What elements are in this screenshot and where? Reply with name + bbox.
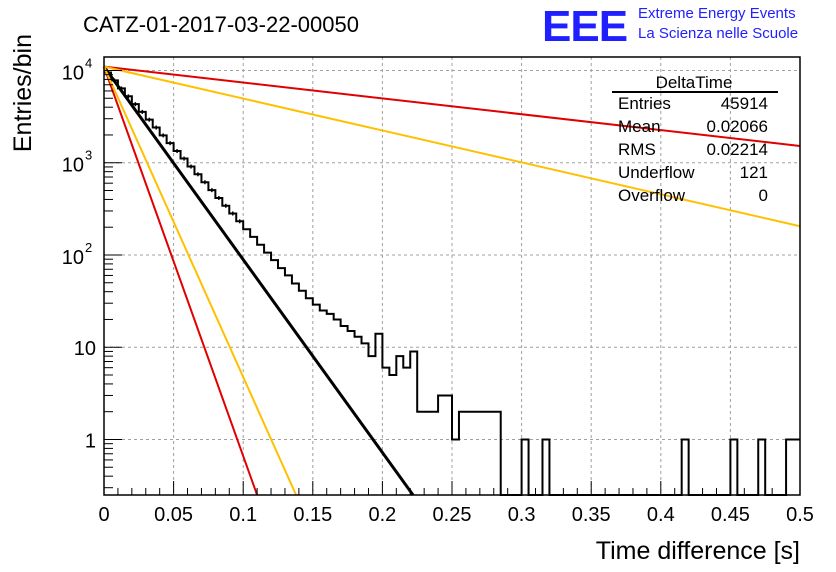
stats-value-underflow: 121: [740, 163, 768, 182]
stats-box: DeltaTime Entries 45914 Mean 0.02066 RMS…: [612, 73, 778, 205]
chart-title: CATZ-01-2017-03-22-00050: [83, 12, 359, 37]
stats-label-underflow: Underflow: [618, 163, 695, 182]
y-tick-label: 10: [62, 247, 84, 269]
y-tick-label: 1: [85, 430, 96, 452]
stats-value-rms: 0.02214: [707, 140, 768, 159]
x-tick-label: 0.2: [368, 504, 396, 526]
eee-logo-line1: Extreme Energy Events: [638, 5, 796, 22]
y-tick-label: 10: [62, 155, 84, 177]
x-tick-label: 0.3: [508, 504, 536, 526]
curve-layer: [102, 65, 801, 496]
fit-curve: [103, 66, 259, 496]
fit-curve: [103, 65, 801, 228]
x-tick-label: 0.4: [647, 504, 675, 526]
eee-logo: EEE: [542, 2, 627, 51]
x-tick-label: 0.45: [711, 504, 750, 526]
stats-value-overflow: 0: [759, 186, 768, 205]
y-tick-label: 10: [62, 62, 84, 84]
x-tick-label: 0.35: [572, 504, 611, 526]
stats-value-mean: 0.02066: [707, 117, 768, 136]
eee-logo-line2: La Scienza nelle Scuole: [638, 25, 798, 42]
x-tick-label: 0.25: [433, 504, 472, 526]
stats-label-entries: Entries: [618, 94, 671, 113]
fit-curve: [102, 65, 415, 496]
y-tick-label: 10: [74, 338, 96, 360]
x-tick-label: 0.15: [293, 504, 332, 526]
y-tick-exponent: 4: [85, 55, 92, 70]
x-axis-label: Time difference [s]: [596, 537, 800, 565]
x-tick-label: 0: [98, 504, 109, 526]
x-tick-label: 0.1: [229, 504, 257, 526]
stats-value-entries: 45914: [721, 94, 768, 113]
stats-box-title: DeltaTime: [656, 73, 733, 92]
x-tick-label: 0.05: [154, 504, 193, 526]
y-tick-exponent: 3: [85, 148, 92, 163]
fit-curve: [103, 65, 801, 147]
stats-label-overflow: Overflow: [618, 186, 686, 205]
fit-curve: [103, 66, 298, 496]
tick-layer: 0 0.05 0.1 0.15 0.2 0.25 0.3 0.35 0.4 0.45 0.5 1 10 1…: [62, 55, 814, 526]
x-tick-label: 0.5: [786, 504, 814, 526]
stats-label-mean: Mean: [618, 117, 661, 136]
y-axis-label: Entries/bin: [9, 34, 37, 152]
y-tick-exponent: 2: [85, 240, 92, 255]
stats-label-rms: RMS: [618, 140, 656, 159]
